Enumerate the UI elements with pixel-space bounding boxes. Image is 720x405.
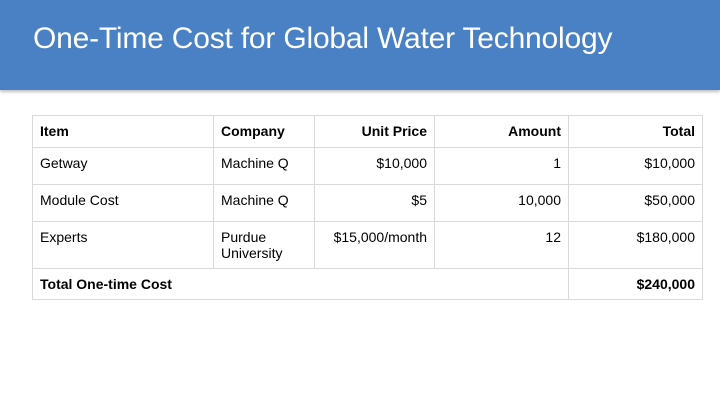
cell-total: $180,000 (568, 221, 703, 269)
cell-item: Experts (32, 221, 214, 269)
title-bar: One-Time Cost for Global Water Technolog… (0, 0, 720, 90)
cell-item: Getway (32, 147, 214, 185)
header-amount: Amount (434, 115, 569, 148)
cell-unit-price: $10,000 (314, 147, 435, 185)
total-label: Total One-time Cost (32, 268, 569, 300)
table-row: Getway Machine Q $10,000 1 $10,000 (32, 147, 703, 185)
header-item: Item (32, 115, 214, 148)
cell-company: Machine Q (213, 184, 315, 222)
total-row: Total One-time Cost $240,000 (32, 268, 703, 300)
total-value: $240,000 (568, 268, 703, 300)
table-row: Experts Purdue University $15,000/month … (32, 221, 703, 269)
cost-table: Item Company Unit Price Amount Total Get… (32, 115, 703, 300)
header-row: Item Company Unit Price Amount Total (32, 115, 703, 148)
cell-item: Module Cost (32, 184, 214, 222)
cell-unit-price: $5 (314, 184, 435, 222)
cell-amount: 10,000 (434, 184, 569, 222)
cell-company: Machine Q (213, 147, 315, 185)
header-total: Total (568, 115, 703, 148)
table-row: Module Cost Machine Q $5 10,000 $50,000 (32, 184, 703, 222)
cell-company: Purdue University (213, 221, 315, 269)
cell-amount: 12 (434, 221, 569, 269)
slide-title: One-Time Cost for Global Water Technolog… (33, 22, 613, 55)
cell-total: $10,000 (568, 147, 703, 185)
header-unit-price: Unit Price (314, 115, 435, 148)
cell-amount: 1 (434, 147, 569, 185)
header-company: Company (213, 115, 315, 148)
cell-unit-price: $15,000/month (314, 221, 435, 269)
cell-total: $50,000 (568, 184, 703, 222)
